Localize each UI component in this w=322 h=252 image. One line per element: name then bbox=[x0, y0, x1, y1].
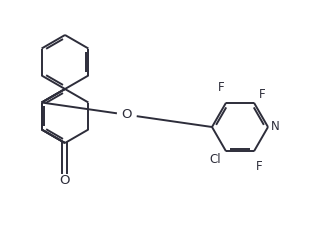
Text: Cl: Cl bbox=[209, 153, 221, 166]
Text: O: O bbox=[122, 108, 132, 121]
Text: F: F bbox=[218, 81, 224, 94]
Text: N: N bbox=[270, 120, 279, 134]
Text: F: F bbox=[259, 88, 266, 101]
Text: O: O bbox=[60, 174, 70, 187]
Text: F: F bbox=[256, 160, 262, 173]
